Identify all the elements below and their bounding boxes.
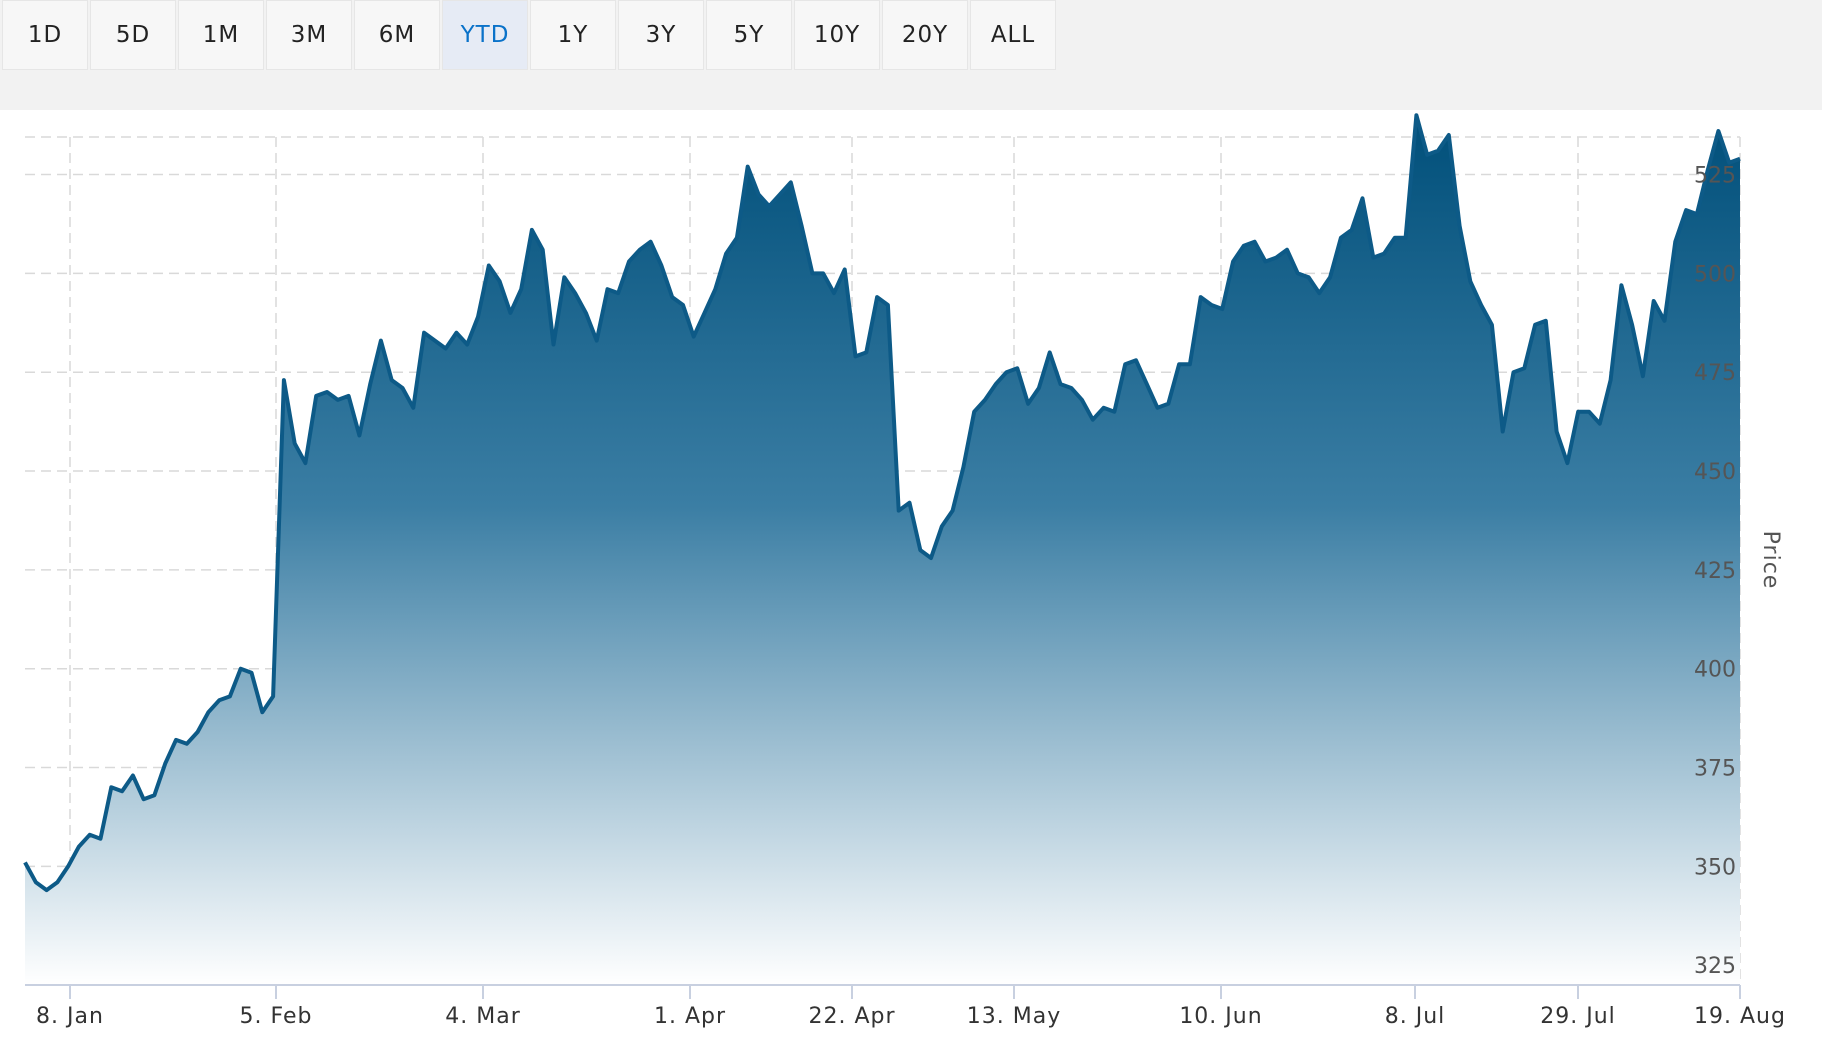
- x-tick-label: 29. Jul: [1540, 1004, 1616, 1029]
- range-button-5y[interactable]: 5Y: [706, 0, 792, 70]
- range-button-ytd[interactable]: YTD: [442, 0, 528, 70]
- x-tick-label: 8. Jul: [1385, 1004, 1446, 1029]
- price-line: [23, 113, 1741, 893]
- x-tick-label: 1. Apr: [654, 1004, 726, 1029]
- y-tick-label: 500: [1694, 262, 1736, 287]
- range-button-20y[interactable]: 20Y: [882, 0, 968, 70]
- range-button-3y[interactable]: 3Y: [618, 0, 704, 70]
- range-button-1d[interactable]: 1D: [2, 0, 88, 70]
- x-axis-ticks: 8. Jan 5. Feb 4. Mar 1. Apr 22. Apr 13. May 10…: [36, 985, 1786, 1029]
- x-tick-label: 8. Jan: [36, 1004, 104, 1029]
- x-tick-label: 10. Jun: [1179, 1004, 1262, 1029]
- price-area-chart: 325 350 375 400 425 450 475 500 525 8. Jan 5. Feb…: [23, 113, 1786, 1029]
- range-button-1y[interactable]: 1Y: [530, 0, 616, 70]
- y-tick-label: 375: [1694, 757, 1736, 782]
- y-tick-label: 350: [1694, 855, 1736, 880]
- chart-area: 325 350 375 400 425 450 475 500 525 8. Jan 5. Feb…: [0, 110, 1822, 1058]
- y-tick-label: 400: [1694, 658, 1736, 683]
- price-area: [25, 115, 1740, 985]
- y-tick-label: 325: [1694, 954, 1736, 979]
- range-selector: 1D 5D 1M 3M 6M YTD 1Y 3Y 5Y 10Y 20Y ALL: [2, 0, 1056, 70]
- x-tick-label: 5. Feb: [240, 1004, 313, 1029]
- x-tick-label: 4. Mar: [445, 1004, 521, 1029]
- range-button-5d[interactable]: 5D: [90, 0, 176, 70]
- y-tick-label: 525: [1694, 164, 1736, 189]
- x-tick-label: 13. May: [967, 1004, 1061, 1029]
- y-tick-label: 425: [1694, 559, 1736, 584]
- x-tick-label: 22. Apr: [808, 1004, 895, 1029]
- y-axis-title: Price: [1758, 531, 1783, 590]
- y-tick-label: 450: [1694, 460, 1736, 485]
- range-button-6m[interactable]: 6M: [354, 0, 440, 70]
- range-button-all[interactable]: ALL: [970, 0, 1056, 70]
- y-axis-ticks: 325 350 375 400 425 450 475 500 525: [1694, 164, 1736, 980]
- x-tick-label: 19. Aug: [1694, 1004, 1786, 1029]
- range-button-1m[interactable]: 1M: [178, 0, 264, 70]
- range-button-3m[interactable]: 3M: [266, 0, 352, 70]
- y-tick-label: 475: [1694, 361, 1736, 386]
- range-button-10y[interactable]: 10Y: [794, 0, 880, 70]
